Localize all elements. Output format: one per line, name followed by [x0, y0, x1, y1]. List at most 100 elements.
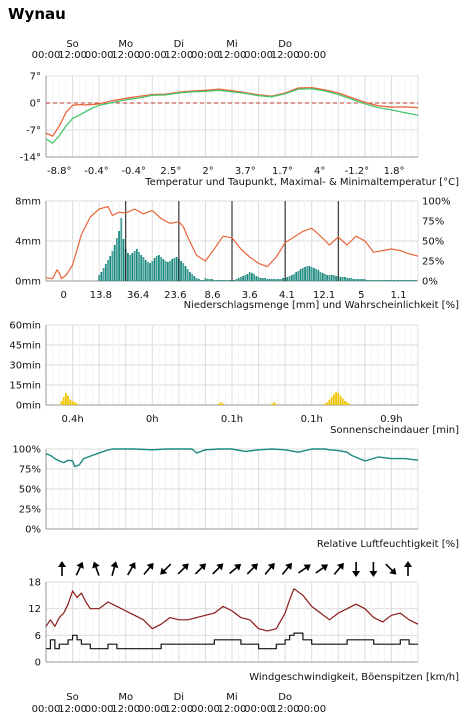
precip-bar [392, 280, 395, 281]
precip-bar [224, 280, 227, 281]
precip-bar [180, 261, 182, 281]
wind-direction-arrow-icon [92, 561, 100, 576]
wind-direction-arrow-icon [110, 561, 119, 576]
wind-direction-arrow-icon [315, 564, 329, 574]
wind-panel-y-tick: 6 [35, 631, 41, 642]
precip-bar [359, 279, 362, 281]
precip-bar [215, 280, 218, 281]
precip-probability-line [45, 206, 419, 280]
precip-bar [149, 263, 151, 281]
sunshine-bar [220, 402, 222, 405]
wind-direction-arrow-icon [75, 561, 84, 576]
precip-bar [226, 280, 229, 281]
top-axis-time-tick: 00:00 [191, 50, 220, 61]
precip-bar [151, 261, 154, 281]
precip-bar [346, 278, 349, 281]
sunshine-daily-sum: 0.1h [301, 414, 323, 425]
humidity-chart-title: Relative Luftfeuchtigkeit [%] [317, 539, 459, 550]
precip-daily-sum: 23.6 [164, 290, 186, 301]
top-axis-day-do: Do [278, 39, 292, 50]
precip-bar [206, 279, 209, 281]
precip-bar [363, 279, 366, 281]
precip-bar [98, 275, 101, 281]
wind-direction-arrow-icon [385, 563, 397, 575]
precip-bar [301, 268, 304, 281]
top-axis-time-tick: 12:00 [271, 50, 300, 61]
precip-bar [237, 278, 240, 281]
precip-chart-title: Niederschlagsmenge [mm] und Wahrscheinli… [184, 300, 460, 311]
wind-direction-arrow-icon [58, 561, 66, 576]
precip-bar [410, 280, 413, 281]
precip-bar [135, 249, 138, 281]
humidity-panel-y-tick: 50% [19, 485, 41, 496]
sunshine-bar [73, 402, 76, 405]
bottom-axis-day-do: Do [278, 692, 292, 703]
wind-direction-arrow-icon [160, 563, 172, 575]
sunshine-bar [275, 403, 278, 405]
precip-bar [328, 275, 331, 281]
precip-bar [324, 274, 326, 281]
top-axis-time-tick: 00:00 [138, 50, 167, 61]
precip-bar [257, 277, 260, 281]
precip-bar [383, 280, 386, 281]
precip-bar [204, 278, 207, 281]
precip-bar [262, 278, 264, 281]
gust-line [45, 588, 419, 632]
sunshine-bar [346, 402, 349, 405]
precip-bar [414, 280, 417, 281]
top-axis-time-tick: 00:00 [297, 50, 326, 61]
precip-bar [370, 280, 373, 281]
precip-bar [255, 276, 258, 281]
sunshine-bar [67, 395, 70, 405]
sunshine-bar [62, 397, 65, 405]
temp-chart-title: Temperatur und Taupunkt, Maximal- & Mini… [144, 177, 459, 188]
precip-bar [368, 280, 371, 281]
precip-bar [193, 276, 196, 281]
precip-bar [251, 273, 253, 281]
sunshine-bar [339, 395, 342, 405]
temp-day-label: 2.5° [160, 166, 181, 177]
precip-bar [381, 280, 384, 281]
bottom-axis-day-so: So [66, 692, 78, 703]
sun-panel-y-tick: 45min [9, 341, 41, 352]
precip-bar [129, 255, 132, 281]
precip-bar [288, 276, 291, 281]
precip-bar [228, 280, 231, 281]
precip-daily-sum: 3.6 [242, 290, 258, 301]
precip-bar [348, 278, 351, 281]
sun-panel-y-tick: 30min [9, 361, 41, 372]
precip-bar [273, 279, 275, 281]
temp-panel-y-tick: -7° [26, 126, 41, 137]
top-axis-day-di: Di [174, 39, 184, 50]
precip-y2-tick: 75% [422, 217, 444, 228]
precip-panel-y-tick: 4mm [15, 237, 41, 248]
wind-direction-arrow-icon [177, 563, 189, 575]
temp-day-label: -0.4° [84, 166, 109, 177]
precip-bar [184, 266, 187, 281]
precip-bar [202, 280, 205, 281]
humidity-panel-y-tick: 25% [19, 505, 41, 516]
precip-bar [100, 272, 103, 281]
bottom-axis-time-tick: 00:00 [85, 704, 114, 715]
precip-bar [182, 263, 185, 281]
precip-bar [248, 272, 251, 281]
precip-bar [268, 279, 271, 281]
precip-bar [133, 251, 136, 281]
sunshine-bar [273, 402, 275, 405]
sunshine-bar [326, 402, 329, 405]
wind-direction-arrow-icon [404, 561, 412, 576]
wind-direction-arrow-icon [264, 562, 275, 575]
precip-bar [175, 257, 178, 281]
precip-bar [290, 275, 293, 281]
sunshine-bar [60, 401, 63, 405]
bottom-axis-time-tick: 00:00 [32, 704, 61, 715]
temp-day-label: 4° [314, 166, 325, 177]
precip-bar [246, 274, 249, 281]
sunshine-daily-sum: 0.1h [221, 414, 243, 425]
bottom-axis-time-tick: 12:00 [111, 704, 140, 715]
bottom-axis-day-di: Di [174, 692, 184, 703]
precip-daily-sum: 5 [358, 290, 364, 301]
precip-bar [186, 269, 189, 281]
precip-bar [122, 239, 125, 281]
precip-bar [113, 245, 116, 281]
